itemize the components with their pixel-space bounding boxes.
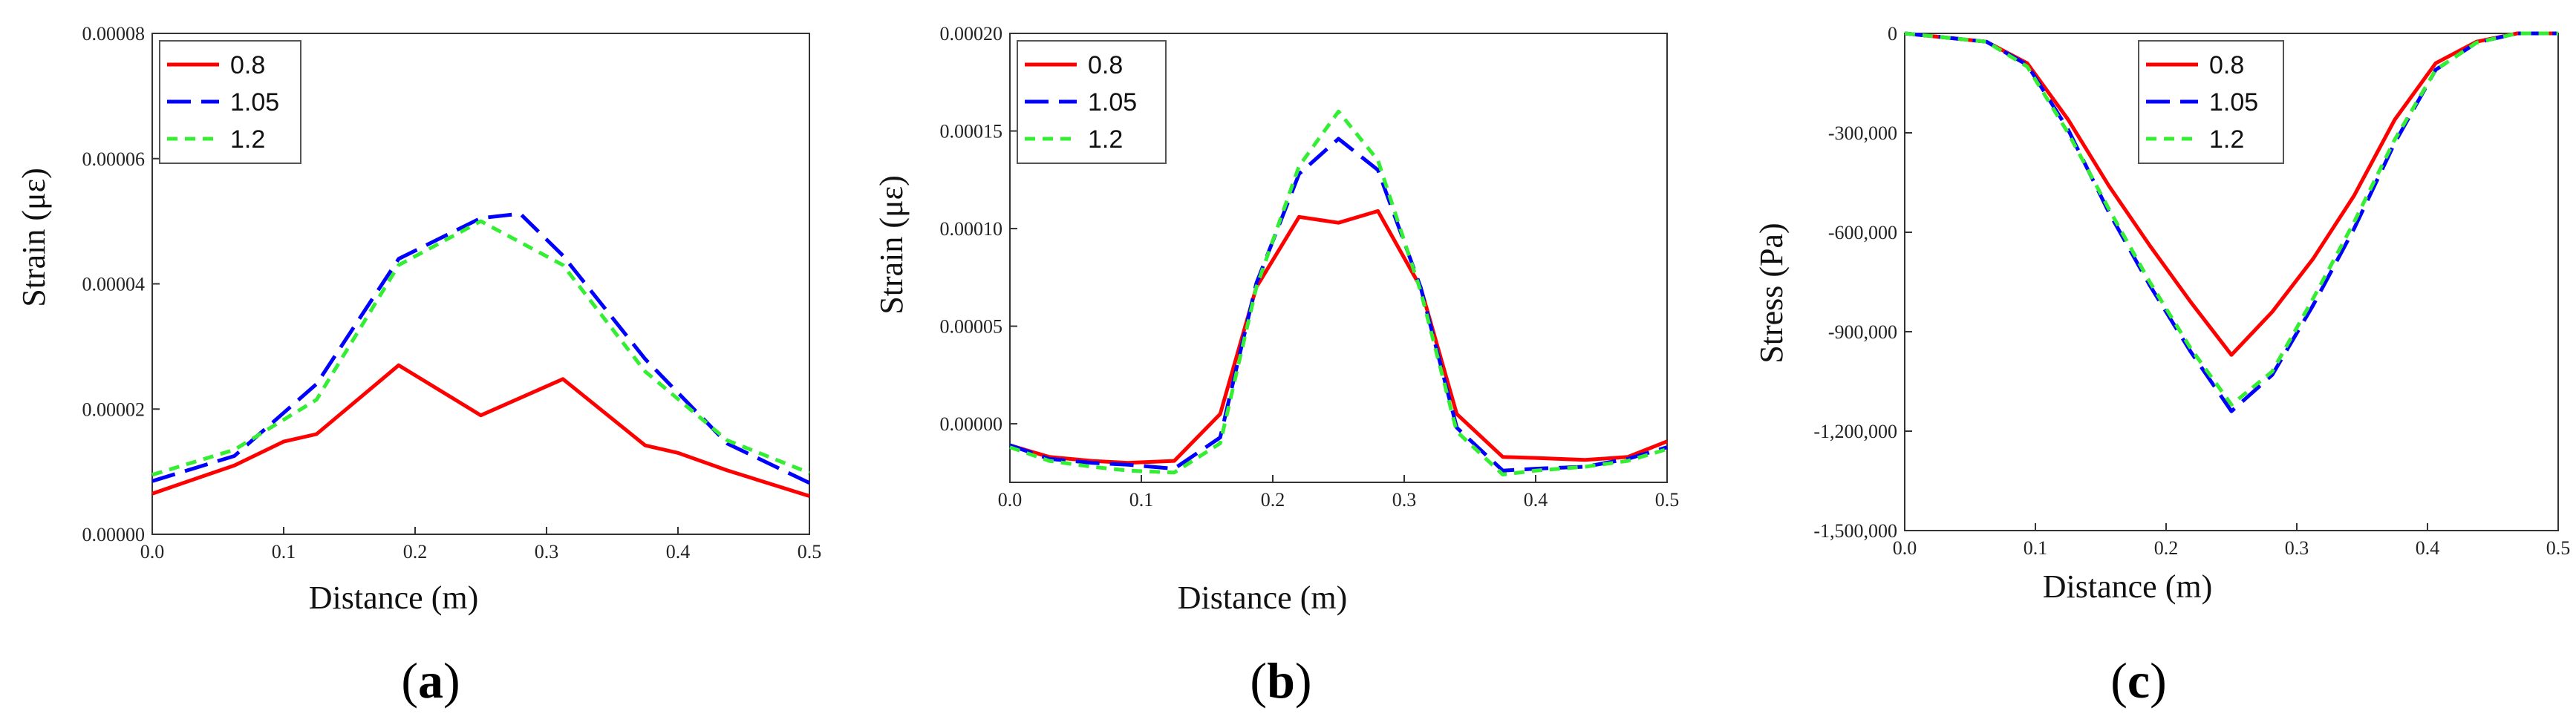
chart-panel-a: 0.0 0.1 0.2 0.3 0.4 0.5 0.00000 0.00002 0.00004 0… — [16, 23, 821, 709]
y-tick-label-a: 0.00000 — [82, 524, 146, 545]
y-tick-label-c: -900,000 — [1828, 321, 1897, 343]
panel-label-b: (b) — [1250, 652, 1311, 709]
x-tick-label-a: 0.1 — [272, 541, 296, 562]
axes-frame-c — [1904, 33, 2559, 531]
panel-label-c: (c) — [2110, 652, 2167, 709]
x-tick-label-a: 0.3 — [535, 541, 559, 562]
y-tick-label-a: 0.00004 — [82, 274, 146, 295]
x-tick-label-c: 0.4 — [2416, 537, 2440, 559]
series-line-a-1_2 — [151, 219, 810, 477]
y-tick-label-b: 0.00020 — [940, 23, 1003, 45]
plot-area-c: 0.0 0.1 0.2 0.3 0.4 0.5 0 -300,000 -600,000 -900,… — [1813, 23, 2570, 559]
panel-label-letter-b: b — [1267, 652, 1295, 709]
panel-label-letter-c: c — [2127, 652, 2150, 709]
y-tick-label-a: 0.00006 — [82, 148, 146, 170]
legend-label-b-0_8: 0.8 — [1088, 51, 1123, 79]
y-tick-label-b: 0.00005 — [940, 316, 1003, 338]
series-line-c-0_8 — [1904, 31, 2558, 357]
y-axis-label-a: Strain (με) — [16, 168, 52, 306]
y-axis-label-b: Strain (με) — [873, 175, 910, 314]
y-tick-label-c: -1,200,000 — [1813, 421, 1897, 442]
x-tick-label-c: 0.2 — [2154, 537, 2179, 559]
series-line-b-1_2 — [1009, 109, 1668, 476]
legend-label-b-1_05: 1.05 — [1088, 88, 1137, 117]
series-line-b-0_8 — [1009, 209, 1668, 465]
series-line-a-1_05 — [151, 211, 811, 485]
x-tick-label-a: 0.0 — [140, 541, 165, 562]
y-tick-label-c: 0 — [1888, 23, 1897, 45]
series-line-b-1_05 — [1009, 137, 1668, 473]
legend-label-c-1_05: 1.05 — [2209, 88, 2258, 117]
y-tick-label-c: -600,000 — [1828, 222, 1897, 243]
x-tick-label-b: 0.5 — [1655, 489, 1680, 511]
x-tick-label-c: 0.0 — [1893, 537, 1917, 559]
y-tick-label-b: 0.00015 — [940, 121, 1003, 142]
plot-area-a: 0.0 0.1 0.2 0.3 0.4 0.5 0.00000 0.00002 0.00004 0… — [82, 23, 822, 562]
legend-label-c-1_2: 1.2 — [2209, 125, 2244, 154]
chart-panel-c: 0.0 0.1 0.2 0.3 0.4 0.5 0 -300,000 -600,000 -900,… — [1753, 23, 2570, 709]
chart-panel-b: 0.0 0.1 0.2 0.3 0.4 0.5 0.00000 0.00005 0.00010 0… — [873, 23, 1679, 709]
x-tick-label-c: 0.1 — [2024, 537, 2048, 559]
legend-label-b-1_2: 1.2 — [1088, 125, 1123, 154]
x-tick-label-b: 0.0 — [998, 489, 1023, 511]
panel-label-letter-a: a — [418, 652, 443, 709]
x-tick-label-a: 0.4 — [666, 541, 691, 562]
plot-area-b: 0.0 0.1 0.2 0.3 0.4 0.5 0.00000 0.00005 0.00010 0… — [940, 23, 1680, 511]
legend-label-a-1_05: 1.05 — [230, 88, 279, 117]
x-tick-label-a: 0.5 — [798, 541, 822, 562]
x-tick-label-a: 0.2 — [403, 541, 428, 562]
x-tick-label-b: 0.4 — [1524, 489, 1548, 511]
x-tick-label-b: 0.1 — [1129, 489, 1154, 511]
y-tick-label-c: -1,500,000 — [1813, 520, 1897, 542]
y-tick-label-b: 0.00010 — [940, 218, 1003, 240]
x-tick-label-b: 0.3 — [1392, 489, 1417, 511]
y-tick-label-c: -300,000 — [1828, 122, 1897, 144]
legend-label-c-0_8: 0.8 — [2209, 51, 2244, 79]
x-tick-label-c: 0.5 — [2546, 537, 2571, 559]
x-axis-label-b: Distance (m) — [1178, 580, 1347, 616]
legend-label-a-1_2: 1.2 — [230, 125, 265, 154]
y-axis-label-c: Stress (Pa) — [1753, 223, 1790, 363]
x-axis-label-a: Distance (m) — [309, 580, 478, 616]
axes-frame-b — [1009, 33, 1668, 483]
legend-label-a-0_8: 0.8 — [230, 51, 265, 79]
y-tick-label-b: 0.00000 — [940, 413, 1003, 435]
series-line-a-0_8 — [151, 363, 810, 498]
x-axis-label-c: Distance (m) — [2043, 568, 2212, 605]
series-line-c-1_2 — [1904, 31, 2558, 407]
x-tick-label-b: 0.2 — [1261, 489, 1285, 511]
y-tick-label-a: 0.00008 — [82, 23, 146, 45]
legend-box-b — [1017, 40, 1167, 164]
y-tick-label-a: 0.00002 — [82, 398, 146, 420]
panel-label-a: (a) — [401, 652, 460, 709]
x-tick-label-c: 0.3 — [2285, 537, 2309, 559]
